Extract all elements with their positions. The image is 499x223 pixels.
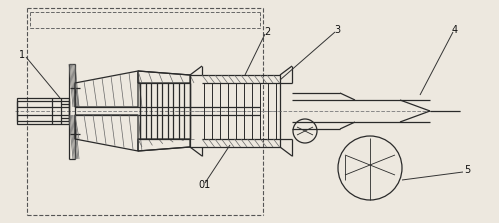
Bar	[17, 101, 69, 121]
Text: 3: 3	[334, 25, 340, 35]
Bar	[17, 98, 69, 124]
Text: 5: 5	[464, 165, 470, 175]
Text: 01: 01	[199, 180, 211, 190]
Text: 2: 2	[264, 27, 270, 37]
Bar	[190, 75, 280, 147]
Text: 4: 4	[452, 25, 458, 35]
Text: 1: 1	[19, 50, 25, 60]
